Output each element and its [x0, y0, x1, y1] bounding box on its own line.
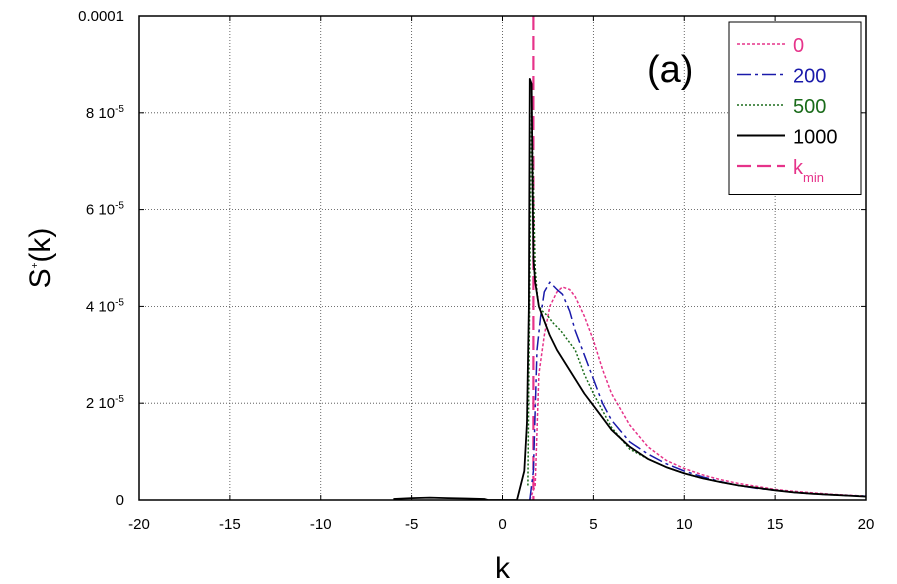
y-tick-label: 8 10-5	[86, 104, 125, 122]
series-line-0	[529, 286, 866, 500]
y-axis-label-base: S	[24, 268, 57, 288]
x-tick-label: -10	[310, 516, 332, 533]
series-line-1000	[393, 78, 866, 500]
y-axis-label-tail: (k)	[24, 228, 57, 263]
legend: 0 200 500 1000 kmin	[728, 21, 862, 195]
y-tick-label: 0	[116, 492, 124, 509]
legend-label: 500	[793, 96, 826, 118]
x-tick-label: 10	[676, 516, 693, 533]
legend-label: 0	[793, 35, 804, 57]
y-tick-label: 6 10-5	[86, 201, 125, 219]
legend-label: 1000	[793, 127, 838, 149]
legend-label: 200	[793, 66, 826, 88]
x-tick-label: -5	[405, 516, 418, 533]
x-axis-label: k	[495, 552, 511, 584]
x-tick-label: -20	[128, 516, 150, 533]
x-tick-label: 20	[858, 516, 875, 533]
x-tick-label: 15	[767, 516, 784, 533]
legend-label: kmin	[793, 157, 824, 185]
plot-area	[393, 16, 866, 500]
grid	[139, 16, 866, 500]
y-axis-label-sup: +	[30, 262, 41, 268]
y-tick-label: 0.0001	[78, 8, 124, 25]
y-axis-label: S+(k)	[24, 228, 57, 289]
y-tick-label: 4 10-5	[86, 297, 125, 315]
x-tick-label: 0	[498, 516, 506, 533]
x-tick-label: 5	[589, 516, 597, 533]
y-tick-label: 2 10-5	[86, 394, 125, 412]
x-tick-label: -15	[219, 516, 241, 533]
panel-label: (a)	[647, 49, 693, 91]
plot-frame	[138, 15, 867, 501]
series-line-200	[529, 281, 866, 500]
